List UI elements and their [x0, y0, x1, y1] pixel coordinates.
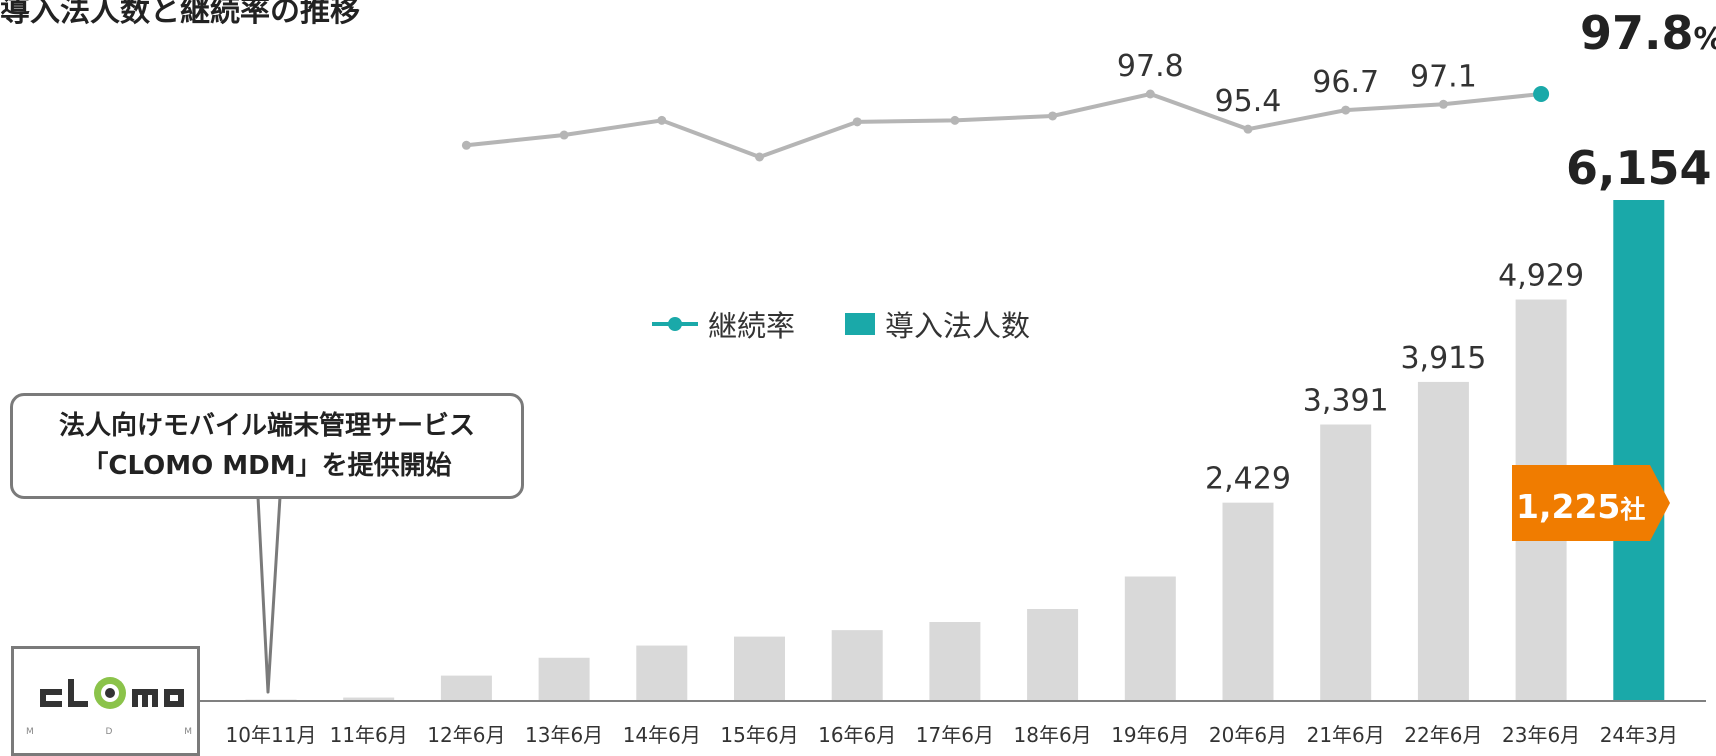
rate-value-label-9: 95.4	[1215, 84, 1282, 119]
rate-point-11	[1439, 100, 1448, 109]
legend: 継続率 導入法人数	[652, 303, 1030, 345]
callout-line-1: 法人向けモバイル端末管理サービス	[59, 406, 475, 446]
increase-badge-label: 1,225社	[1516, 487, 1645, 526]
clomo-logo: M D M	[11, 646, 200, 756]
callout-line-2: 「CLOMO MDM」を提供開始	[82, 446, 451, 486]
x-tick-label-11: 21年6月	[1307, 723, 1385, 746]
bar-6	[832, 630, 883, 700]
rate-point-4	[755, 153, 764, 162]
rate-point-12	[1533, 86, 1549, 102]
logo-letter-3: M	[184, 727, 192, 737]
legend-square-icon	[845, 313, 875, 335]
x-tick-label-5: 15年6月	[720, 723, 798, 746]
rate-point-3	[657, 116, 666, 125]
x-tick-label-2: 12年6月	[427, 723, 505, 746]
legend-item-count: 導入法人数	[845, 303, 1030, 345]
rate-value-label-10: 96.7	[1312, 65, 1379, 100]
x-tick-label-6: 16年6月	[818, 723, 896, 746]
x-tick-label-9: 19年6月	[1111, 723, 1189, 746]
logo-letter-2: D	[106, 727, 113, 737]
logo-letter-1: M	[26, 727, 34, 737]
bar-3	[539, 658, 590, 700]
rate-point-2	[560, 131, 569, 140]
bar-value-label-14: 6,154	[1566, 141, 1712, 195]
x-tick-label-7: 17年6月	[916, 723, 994, 746]
rate-point-5	[853, 117, 862, 126]
x-tick-label-13: 23年6月	[1502, 723, 1580, 746]
rate-value-label-11: 97.1	[1410, 59, 1477, 94]
bar-1	[343, 698, 394, 700]
legend-count-label: 導入法人数	[885, 303, 1030, 345]
bar-value-label-10: 2,429	[1205, 462, 1291, 497]
bar-10	[1223, 503, 1274, 700]
final-rate-value: 97.8	[1580, 6, 1694, 60]
clomo-wordmark-icon	[14, 649, 197, 753]
bar-12	[1418, 382, 1469, 700]
callout-pointer	[258, 497, 280, 692]
x-tick-label-10: 20年6月	[1209, 723, 1287, 746]
x-tick-label-3: 13年6月	[525, 723, 603, 746]
bar-8	[1027, 609, 1078, 700]
rate-point-10	[1341, 106, 1350, 115]
bar-5	[734, 637, 785, 700]
x-tick-label-4: 14年6月	[623, 723, 701, 746]
x-tick-label-14: 24年3月	[1600, 723, 1678, 746]
legend-rate-label: 継続率	[708, 303, 795, 345]
increase-unit: 社	[1620, 495, 1645, 524]
final-rate-label: 97.8%	[1580, 6, 1716, 60]
rate-point-6	[950, 116, 959, 125]
launch-callout: 法人向けモバイル端末管理サービス 「CLOMO MDM」を提供開始	[10, 393, 524, 499]
final-rate-unit: %	[1694, 22, 1716, 57]
logo-sub-letters: M D M	[26, 727, 192, 737]
bar-11	[1320, 424, 1371, 700]
x-tick-label-1: 11年6月	[330, 723, 408, 746]
legend-item-rate: 継続率	[652, 303, 795, 345]
legend-line-marker-icon	[652, 313, 698, 335]
rate-line	[466, 94, 1541, 157]
rate-point-7	[1048, 111, 1057, 120]
bar-7	[929, 622, 980, 700]
rate-point-9	[1244, 125, 1253, 134]
x-tick-label-0: 10年11月	[226, 723, 317, 746]
increase-value: 1,225	[1516, 487, 1620, 526]
bar-4	[636, 646, 687, 700]
bar-14	[1613, 200, 1664, 700]
x-tick-label-12: 22年6月	[1404, 723, 1482, 746]
bar-value-label-11: 3,391	[1303, 383, 1389, 418]
rate-point-8	[1146, 90, 1155, 99]
bar-value-label-13: 4,929	[1498, 259, 1584, 294]
rate-point-1	[462, 141, 471, 150]
bar-value-label-12: 3,915	[1400, 341, 1486, 376]
bar-2	[441, 676, 492, 700]
rate-value-label-8: 97.8	[1117, 49, 1184, 84]
bar-9	[1125, 577, 1176, 700]
x-tick-label-8: 18年6月	[1014, 723, 1092, 746]
